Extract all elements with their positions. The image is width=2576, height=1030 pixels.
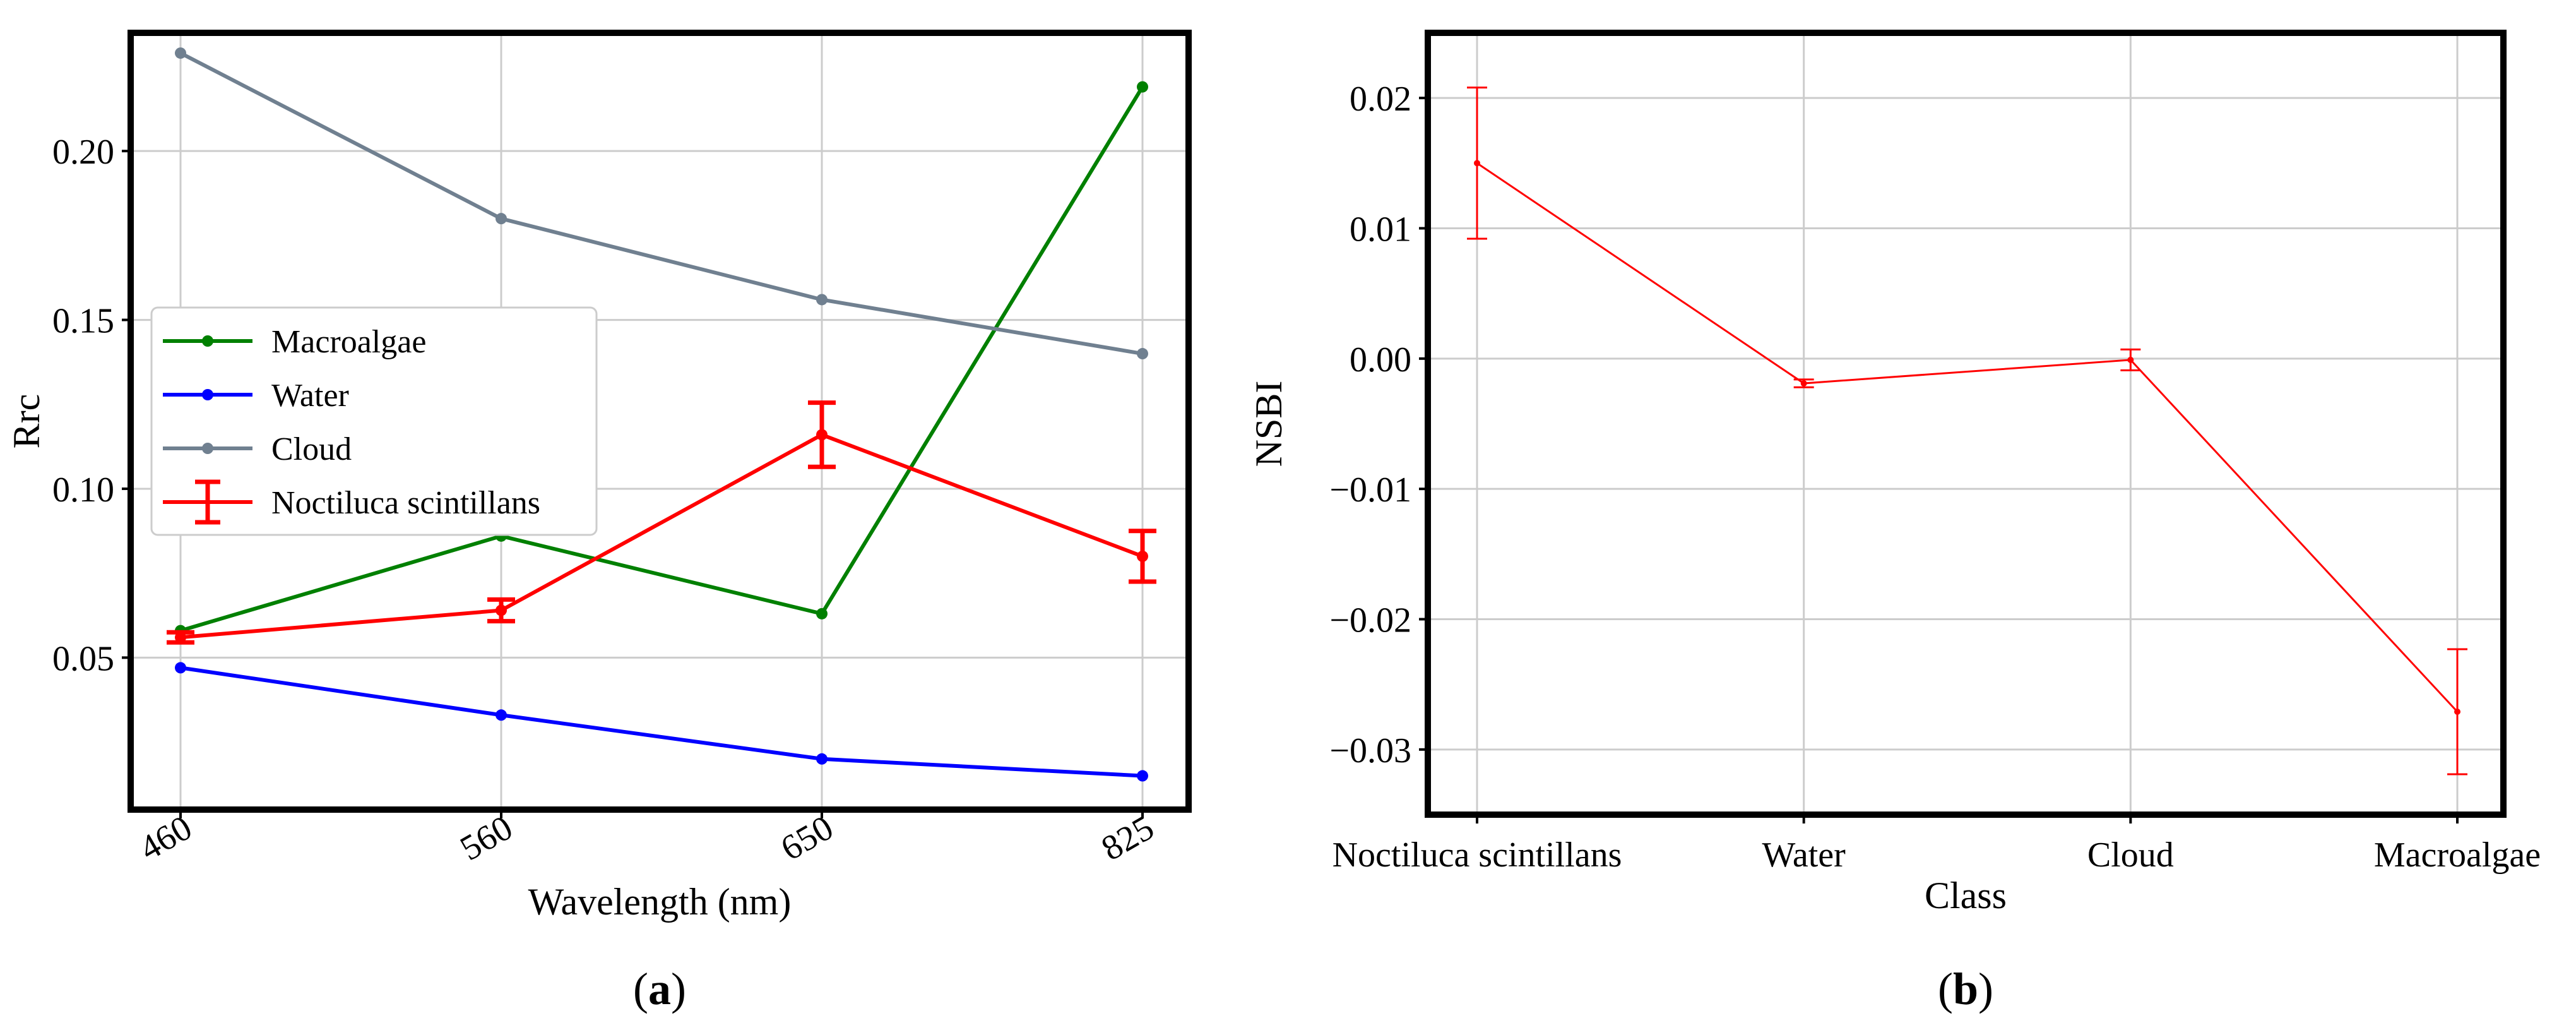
y-tick-label: 0.05 <box>52 639 114 678</box>
data-point-water <box>816 753 828 765</box>
x-tick-label: 825 <box>1095 808 1161 869</box>
y-tick-label: 0.01 <box>1350 210 1411 249</box>
x-tick-label: Water <box>1762 835 1846 875</box>
y-tick-label: 0.00 <box>1350 340 1411 380</box>
panel-b-letter: b <box>1953 964 1978 1014</box>
data-point-noctiluca-scintillans <box>1137 550 1148 562</box>
panel-b-y-axis-label: NSBI <box>1248 381 1290 467</box>
data-point-nsbi <box>1474 160 1480 167</box>
series-line-macroalgae <box>180 86 1144 633</box>
x-tick-label: Cloud <box>2087 835 2174 875</box>
x-tick-label: Macroalgae <box>2374 835 2541 875</box>
panel-a-paren-close: ) <box>671 964 686 1014</box>
y-tick-label: −0.03 <box>1329 731 1411 770</box>
panel-a: 460 560 650 825 0.05 0.10 0.15 0.20 Wavelength … <box>6 30 1192 1014</box>
data-point-water <box>496 709 507 721</box>
series-line-nsbi <box>1476 162 2459 713</box>
x-tick-label: 560 <box>454 808 519 869</box>
y-tick-label: −0.02 <box>1329 601 1411 640</box>
panel-a-x-axis-label: Wavelength (nm) <box>528 881 792 923</box>
data-point-macroalgae <box>1137 81 1148 93</box>
panel-a-letter: a <box>648 964 671 1014</box>
panel-a-caption: (a) <box>633 964 686 1014</box>
data-point-noctiluca-scintillans <box>496 604 507 616</box>
legend-swatch-marker-water <box>202 389 213 400</box>
data-point-noctiluca-scintillans <box>816 429 828 441</box>
data-point-cloud <box>175 47 186 59</box>
data-point-cloud <box>1137 348 1148 360</box>
panel-b-grid <box>1428 33 2503 815</box>
data-point-macroalgae <box>816 608 828 620</box>
panel-b: Noctiluca scintillans Water Cloud Macroalga… <box>1248 30 2541 1014</box>
y-tick-label: 0.20 <box>52 133 114 172</box>
data-point-cloud <box>496 213 507 225</box>
x-tick-label: 460 <box>133 808 199 869</box>
panel-a-y-axis-label: Rrc <box>6 394 47 449</box>
panel-a-legend: Macroalgae Water Cloud Noctiluca scintillan… <box>150 306 598 536</box>
data-point-water <box>175 662 186 674</box>
data-point-nsbi <box>2127 356 2134 363</box>
series-line-water <box>180 666 1143 778</box>
legend-label-water: Water <box>271 378 349 414</box>
y-tick-label: 0.15 <box>52 302 114 341</box>
y-tick-label: 0.02 <box>1350 80 1411 119</box>
panel-a-plot-frame <box>128 30 1192 813</box>
legend-box <box>150 306 598 536</box>
data-point-cloud <box>816 294 828 306</box>
data-point-nsbi <box>2454 708 2460 715</box>
legend-swatch-marker-macroalgae <box>202 335 213 347</box>
series-line-noctiluca-scintillans <box>180 433 1144 640</box>
panel-b-series <box>1467 87 2467 775</box>
legend-label-cloud: Cloud <box>271 431 352 467</box>
legend-swatch-marker-cloud <box>202 443 213 454</box>
panel-b-x-axis-label: Class <box>1925 875 2007 916</box>
data-point-water <box>1137 770 1148 782</box>
x-tick-label: 650 <box>775 808 840 869</box>
panel-b-plot-frame <box>1425 30 2507 818</box>
legend-label-macroalgae: Macroalgae <box>271 324 426 360</box>
panel-b-ticks: Noctiluca scintillans Water Cloud Macroalga… <box>1329 80 2541 875</box>
data-point-nsbi <box>1800 380 1807 387</box>
series-line-cloud <box>179 51 1143 356</box>
y-tick-label: 0.10 <box>52 470 114 510</box>
data-point-noctiluca-scintillans <box>175 632 186 644</box>
y-tick-label: −0.01 <box>1329 470 1411 510</box>
x-tick-label: Noctiluca scintillans <box>1333 835 1622 875</box>
panel-b-paren-open: ( <box>1938 964 1953 1014</box>
panel-a-series <box>167 47 1156 782</box>
panel-b-caption: (b) <box>1938 964 1993 1014</box>
legend-label-noctiluca-scintillans: Noctiluca scintillans <box>271 485 540 521</box>
panel-a-paren-open: ( <box>633 964 648 1014</box>
panel-b-paren-close: ) <box>1978 964 1993 1014</box>
